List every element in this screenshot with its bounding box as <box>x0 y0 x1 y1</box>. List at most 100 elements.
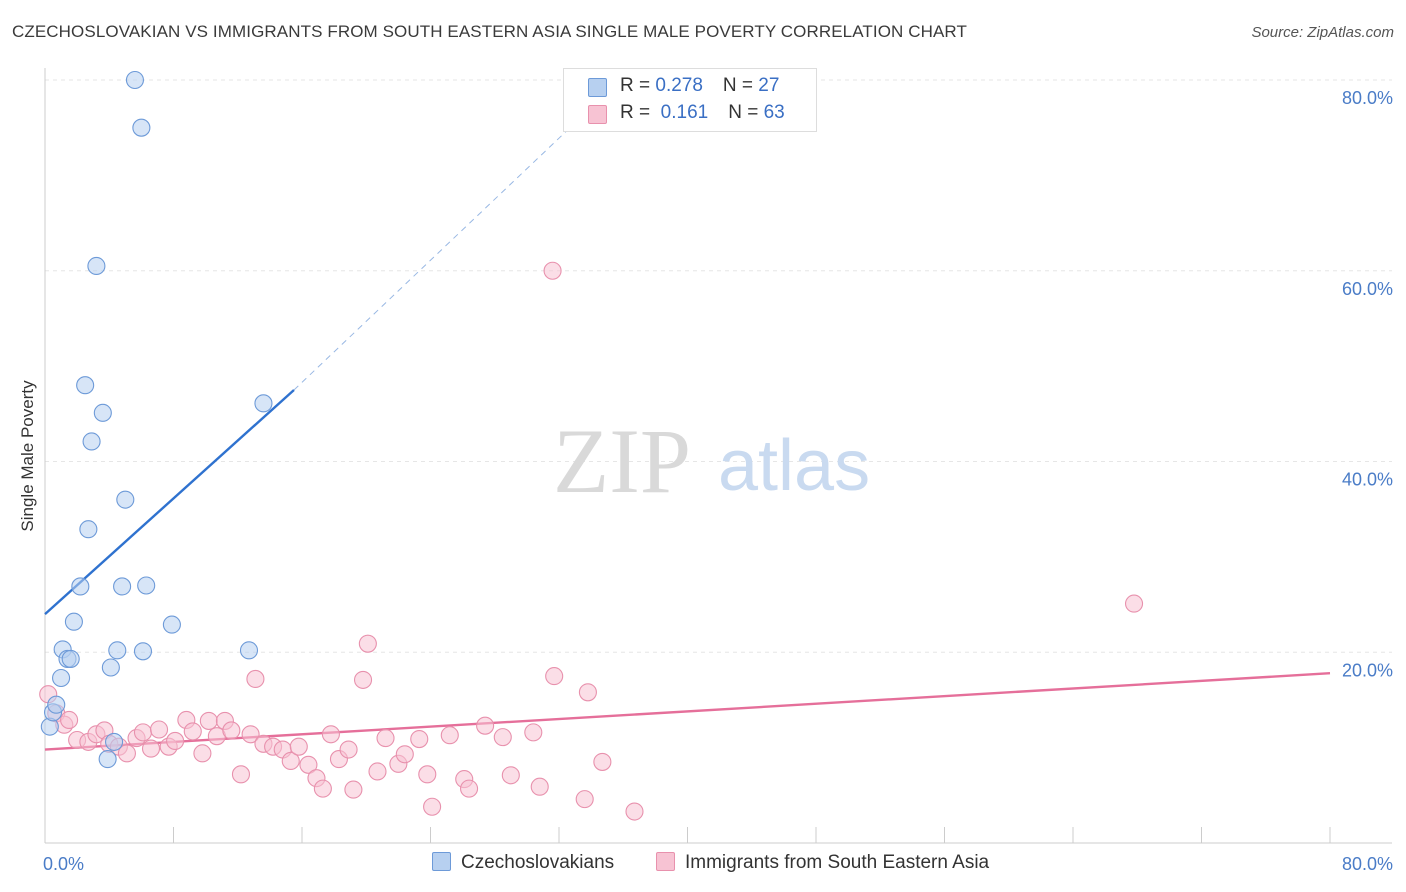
czechoslovakian-point <box>254 394 273 413</box>
data-points <box>39 70 1144 821</box>
n-label: N = <box>722 75 759 96</box>
immigrant-point <box>524 723 543 742</box>
czechoslovakian-point <box>71 577 90 596</box>
immigrant-point <box>166 731 185 750</box>
correlation-legend: R = 0.278 N = 27 R = 0.161 N = 63 <box>563 68 817 132</box>
czechoslovakian-point <box>82 432 101 451</box>
y-tick-label: 80.0% <box>1342 88 1393 108</box>
czechoslovakian-point <box>47 695 66 714</box>
x-tick-label: 0.0% <box>43 854 84 874</box>
watermark-atlas: atlas <box>718 426 870 506</box>
immigrant-point <box>149 720 169 739</box>
immigrant-point <box>476 716 495 735</box>
immigrant-point <box>459 779 479 798</box>
immigrant-point <box>410 729 429 749</box>
czechoslovakian-point <box>133 642 153 661</box>
immigrant-point <box>241 725 260 744</box>
immigrant-point <box>133 723 153 742</box>
r-label: R = <box>620 102 656 123</box>
n-value: 63 <box>763 102 785 123</box>
immigrant-point <box>501 766 520 785</box>
czechoslovakian-point <box>137 576 156 595</box>
czechoslovakian-point <box>64 612 83 631</box>
n-label: N = <box>728 102 764 123</box>
legend-item-immigrants[interactable]: Immigrants from South Eastern Asia <box>656 852 989 874</box>
czechoslovakian-point <box>61 649 80 668</box>
legend-swatch-blue <box>432 852 451 871</box>
immigrant-point <box>376 729 395 748</box>
immigrant-point <box>117 744 136 763</box>
czechoslovakian-point <box>105 732 124 751</box>
legend-stats: R = 0.278 N = 27 <box>620 75 779 97</box>
czechoslovakian-point <box>76 376 95 395</box>
czechoslovakian-point <box>108 641 127 660</box>
immigrant-point <box>395 745 414 764</box>
immigrant-point <box>281 751 300 771</box>
immigrant-point <box>321 725 340 744</box>
r-value: 0.278 <box>655 75 703 96</box>
czechoslovakian-point <box>116 490 135 509</box>
series-legend: Czechoslovakians Immigrants from South E… <box>0 852 1406 878</box>
legend-label: Czechoslovakians <box>461 852 615 873</box>
immigrant-point <box>246 669 265 689</box>
immigrant-point <box>368 762 387 781</box>
czechoslovakian-point <box>79 520 98 539</box>
tick-labels: 20.0% 40.0% 60.0% 80.0% 0.0% 80.0% <box>43 88 1393 874</box>
czechoslovakian-point <box>101 658 120 677</box>
immigrant-point <box>593 752 612 771</box>
immigrant-point <box>183 722 202 741</box>
pink-trend-line <box>44 672 1331 751</box>
immigrant-point <box>578 683 597 702</box>
x-tick-label: 80.0% <box>1342 854 1393 874</box>
czechoslovakian-point <box>87 256 106 276</box>
immigrant-point <box>193 744 212 763</box>
legend-label: Immigrants from South Eastern Asia <box>685 852 990 873</box>
czechoslovakian-point <box>125 70 144 90</box>
legend-stats: R = 0.161 N = 63 <box>620 102 785 124</box>
immigrant-point <box>543 261 562 280</box>
r-value: 0.161 <box>655 102 709 123</box>
immigrant-point <box>222 721 241 740</box>
czechoslovakian-point <box>113 577 132 596</box>
immigrant-point <box>299 755 318 774</box>
czechoslovakian-point <box>132 118 151 137</box>
blue-trend-line <box>44 389 295 615</box>
legend-swatch-pink <box>588 105 607 124</box>
y-tick-label: 20.0% <box>1342 660 1393 680</box>
immigrant-point <box>440 726 459 745</box>
n-value: 27 <box>758 75 780 96</box>
czechoslovakian-point <box>93 403 112 422</box>
immigrant-point <box>199 711 218 730</box>
immigrant-point <box>141 739 161 758</box>
y-tick-label: 40.0% <box>1342 470 1393 490</box>
watermark-zip: ZIP <box>553 410 691 512</box>
legend-swatch-pink <box>656 852 675 871</box>
immigrant-point <box>339 740 358 759</box>
immigrant-point <box>545 667 564 686</box>
blue-trend-extension <box>293 122 576 391</box>
chart-title: CZECHOSLOVAKIAN VS IMMIGRANTS FROM SOUTH… <box>12 22 967 41</box>
immigrant-point <box>60 710 79 730</box>
r-label: R = <box>620 75 656 96</box>
czechoslovakian-point <box>98 750 117 769</box>
immigrant-point <box>625 802 644 821</box>
immigrant-point <box>423 797 442 816</box>
immigrant-point <box>1124 594 1144 613</box>
legend-swatch-blue <box>588 78 607 97</box>
immigrant-point <box>289 737 308 756</box>
czechoslovakian-point <box>52 668 71 688</box>
y-tick-label: 60.0% <box>1342 279 1393 299</box>
czechoslovakian-point <box>239 641 259 660</box>
immigrant-point <box>530 777 549 796</box>
czechoslovakian-point <box>162 615 181 634</box>
legend-item-czechoslovakians[interactable]: Czechoslovakians <box>432 852 614 874</box>
immigrant-point <box>493 728 512 747</box>
immigrant-point <box>313 779 332 798</box>
immigrant-point <box>358 634 377 653</box>
immigrant-point <box>231 765 251 784</box>
immigrant-point <box>353 670 373 689</box>
watermark: ZIP atlas <box>553 410 870 512</box>
gridlines <box>45 79 1392 653</box>
immigrant-point <box>575 790 594 809</box>
immigrant-point <box>344 780 363 799</box>
